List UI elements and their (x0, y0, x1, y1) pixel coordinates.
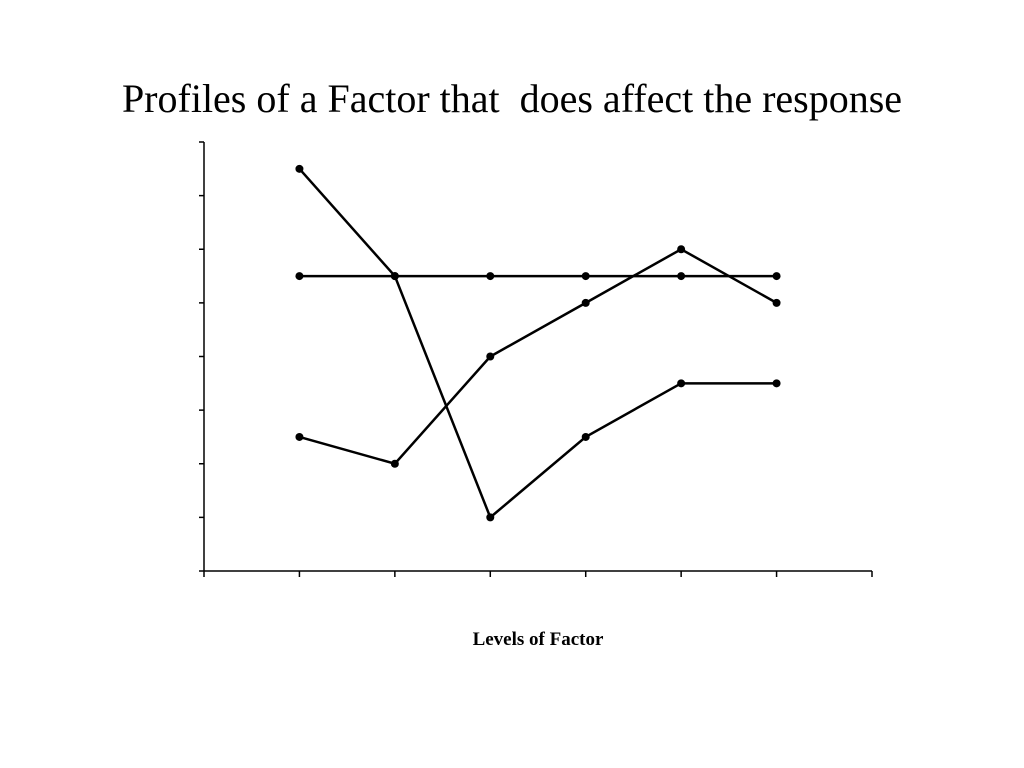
data-point (486, 272, 495, 281)
data-point (677, 245, 686, 254)
data-point (772, 298, 781, 307)
series-line (299, 247, 778, 466)
data-point (581, 432, 590, 441)
data-point (677, 379, 686, 388)
data-point (486, 513, 495, 522)
data-point (581, 298, 590, 307)
data-point (772, 379, 781, 388)
data-point (295, 272, 304, 281)
data-point (295, 432, 304, 441)
data-point (677, 272, 686, 281)
chart-title: Profiles of a Factor that does affect th… (122, 76, 902, 121)
x-axis-label: Levels of Factor (473, 629, 604, 650)
data-point (772, 272, 781, 281)
series-line (298, 167, 777, 520)
data-point (486, 352, 495, 361)
data-point (295, 164, 304, 173)
data-point (390, 272, 399, 281)
data-point (581, 272, 590, 281)
data-point (390, 459, 399, 468)
